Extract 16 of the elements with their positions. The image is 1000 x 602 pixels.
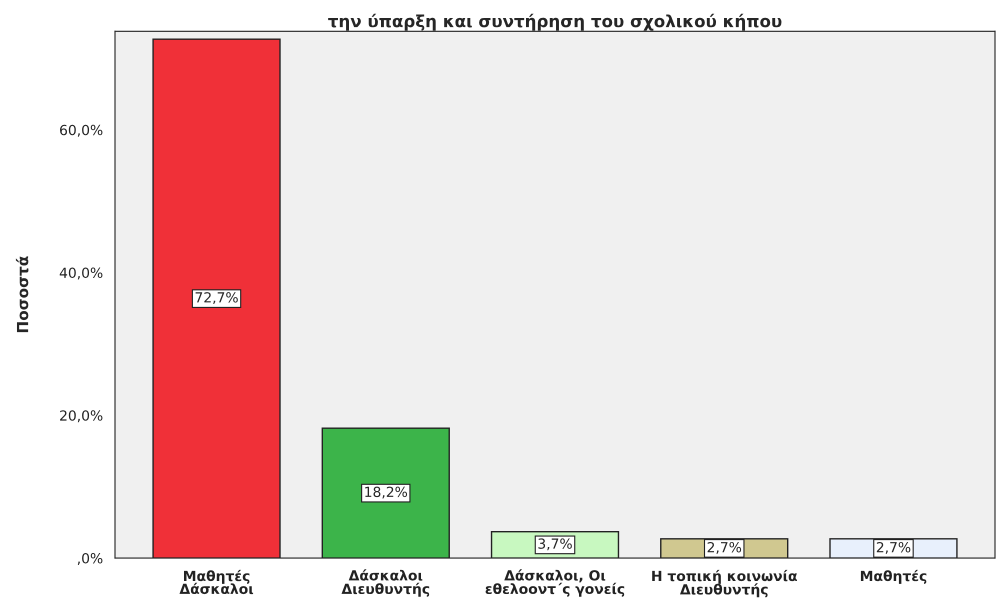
data-label: 72,7% — [196, 292, 238, 304]
x-tick-label: Μαθητές Δάσκαλοι — [179, 570, 254, 594]
data-label: 2,7% — [876, 542, 910, 554]
y-tick-label: ,0% — [78, 553, 102, 565]
y-tick-label: 60,0% — [60, 124, 102, 137]
data-label: 3,7% — [538, 538, 572, 550]
data-label: 18,2% — [365, 486, 408, 499]
x-tick-label: Η τοπική κοινωνία Διευθυντής — [652, 570, 797, 598]
x-tick-label: Δάσκαλοι, Οι εθελοοντ΄ς γονείς — [486, 569, 624, 597]
x-tick-label: Μαθητές — [860, 570, 926, 584]
x-tick-label: Δάσκαλοι Διευθυντής — [342, 569, 430, 597]
y-tick-label: 20,0% — [60, 410, 102, 422]
data-label: 2,7% — [708, 542, 742, 554]
chart-title: την ύπαρξη και συντήρηση του σχολικού κήπου — [328, 14, 782, 31]
y-tick-label: 40,0% — [60, 268, 102, 280]
y-axis-title: Ποσοστά — [16, 256, 28, 332]
